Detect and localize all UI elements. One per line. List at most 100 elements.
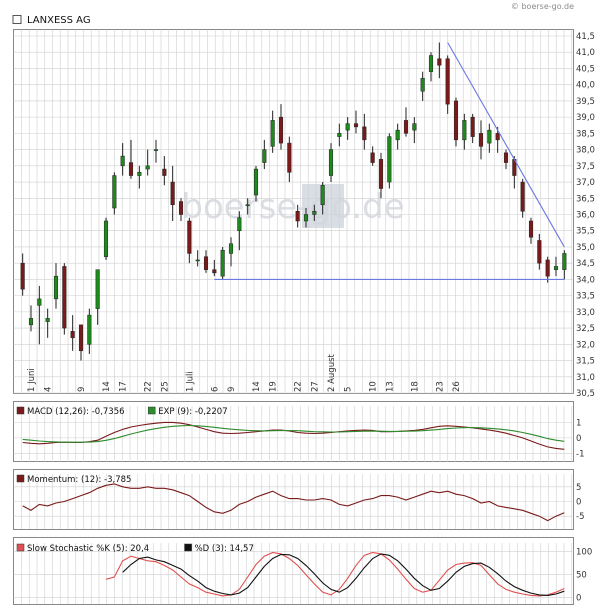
legend-label: EXP (9): -0,2207 [158, 407, 227, 417]
y-tick-label: 31,0 [576, 373, 595, 383]
y-tick-label: 30,5 [576, 389, 595, 399]
momentum-y-axis: 5 0 -5 [576, 483, 584, 522]
candle-up [262, 149, 267, 163]
legend-swatch [16, 406, 25, 415]
y-tick-label: 1 [576, 418, 581, 428]
x-tick-label: 14 [102, 381, 112, 392]
candle-up [387, 136, 392, 183]
x-tick-label: 10 [369, 381, 379, 392]
y-tick-label: 33,5 [576, 292, 595, 302]
candle-up [395, 129, 400, 141]
candle-up [245, 204, 250, 207]
y-tick-label: 50 [576, 571, 587, 581]
candle-down [445, 58, 450, 105]
show-title-checkbox[interactable] [12, 15, 22, 24]
y-tick-label: 0 [576, 434, 581, 444]
candle-up [220, 249, 225, 277]
y-tick-label: 38,5 [576, 129, 595, 139]
y-tick-label: 35,0 [576, 243, 595, 253]
y-tick-label: -5 [576, 512, 584, 522]
candle-up [337, 133, 342, 137]
x-tick-label: 1 Juli [185, 371, 195, 392]
legend-label: MACD (12,26): -0,7356 [27, 407, 125, 417]
candle-down [128, 162, 134, 176]
series-line [122, 553, 565, 596]
candle-down [62, 266, 67, 329]
y-tick-label: 34,0 [576, 275, 595, 285]
candle-up [103, 220, 109, 257]
y-tick-label: 39,0 [576, 113, 595, 123]
x-tick-label: 1 Juni [27, 368, 37, 392]
y-tick-label: 41,5 [576, 32, 595, 42]
candle-up [320, 185, 325, 206]
candle-up [428, 55, 434, 72]
legend-swatch [147, 406, 156, 415]
candle-down [70, 331, 75, 339]
candle-down [362, 126, 367, 141]
x-tick-label: 27 [310, 381, 320, 392]
x-tick-label: 26 [452, 381, 462, 392]
candle-down [170, 181, 175, 206]
y-tick-label: 0 [576, 498, 581, 508]
candle-down [437, 58, 442, 66]
y-tick-label: 37,0 [576, 178, 595, 188]
candle-up [153, 149, 159, 151]
candle-up [137, 172, 142, 176]
stochastic-y-axis: 100 50 0 [576, 548, 592, 604]
stochastic-lines [105, 551, 565, 597]
y-tick-label: 0 [576, 594, 581, 604]
candle-up [228, 243, 234, 254]
legend-swatch [184, 543, 192, 552]
source-watermark: © boerse-go.de [511, 2, 574, 11]
y-tick-label: 5 [576, 483, 581, 493]
x-tick-label: 9 [227, 387, 237, 392]
macd-lines [22, 421, 565, 450]
y-tick-label: 34,5 [576, 259, 595, 269]
candle-up [87, 314, 92, 345]
candle-up [462, 120, 467, 141]
legend-swatch [16, 543, 25, 552]
momentum-panel: 5 0 -5 Momentum: (12): -3,785 [13, 469, 584, 530]
stochastic-legend: Slow Stochastic %K (5): 20,4 %D (3): 14,5… [16, 543, 254, 554]
candle-down [503, 152, 509, 163]
legend-swatch [16, 474, 25, 483]
candle-down [212, 269, 217, 274]
y-tick-label: 41,0 [576, 48, 595, 58]
legend-label: %D (3): 14,57 [195, 544, 254, 554]
candle-down [403, 120, 409, 134]
candle-up [28, 318, 34, 326]
momentum-grid [13, 474, 574, 529]
candle-up [420, 77, 425, 92]
y-tick-label: 40,0 [576, 81, 595, 91]
candle-up [37, 298, 42, 306]
candle-down [470, 116, 475, 137]
x-tick-label: 9 [77, 387, 87, 392]
candle-up [312, 211, 317, 215]
y-tick-label: 33,0 [576, 308, 595, 318]
candle-down [187, 220, 192, 254]
price-x-axis: 1 Juni 4 9 14 17 22 25 1 Juli 6 9 14 19 22 27 2 August… [27, 353, 462, 392]
candle-down [162, 168, 167, 176]
y-tick-label: 37,5 [576, 162, 595, 172]
y-tick-label: 100 [576, 548, 592, 558]
candle-down [20, 262, 25, 290]
y-tick-label: 40,5 [576, 64, 595, 74]
candle-down [278, 116, 284, 144]
candle-down [378, 159, 384, 189]
y-tick-label: 38,0 [576, 146, 595, 156]
candle-down [453, 100, 459, 141]
candle-down [528, 220, 534, 238]
y-tick-label: 39,5 [576, 97, 595, 107]
macd-legend: MACD (12,26): -0,7356 EXP (9): -0,2207 [16, 406, 228, 417]
x-tick-label: 19 [269, 381, 279, 392]
y-tick-label: 31,5 [576, 357, 595, 367]
stochastic-panel: 100 50 0 Slow Stochastic %K (5): 20,4 %D (3… [13, 537, 592, 605]
chart-title: LANXESS AG [27, 15, 91, 26]
candle-up [145, 165, 150, 170]
candle-down [495, 133, 500, 141]
candle-down [78, 324, 84, 352]
candle-up [303, 214, 309, 222]
macd-grid [13, 406, 574, 462]
candle-down [545, 259, 550, 277]
